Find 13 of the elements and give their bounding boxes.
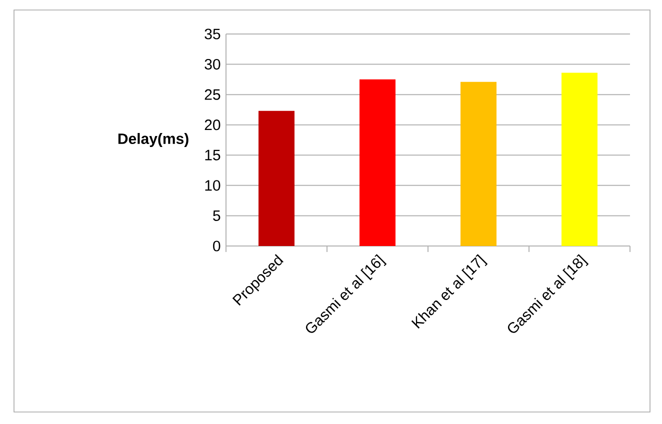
bar [460, 82, 497, 246]
y-tick-label: 25 [204, 89, 220, 100]
y-tick-label: 35 [204, 28, 220, 40]
y-tick-label: 10 [205, 180, 220, 191]
bar [360, 79, 396, 246]
y-tick-label: 30 [204, 58, 220, 70]
y-axis-title: Delay(ms) [118, 133, 188, 147]
y-tick-label: 5 [213, 210, 220, 221]
y-tick-label: 15 [205, 150, 220, 160]
bar [258, 110, 294, 246]
y-tick-label: 0 [213, 240, 220, 252]
y-tick-label: 20 [204, 120, 220, 130]
bar [562, 72, 598, 246]
